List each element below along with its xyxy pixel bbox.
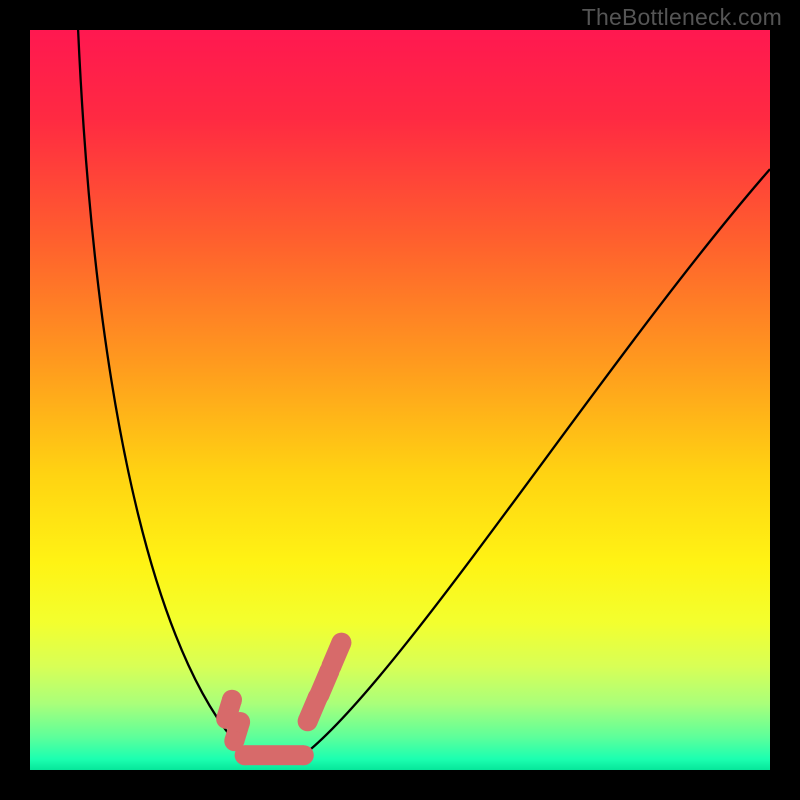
- gradient-background: [30, 30, 770, 770]
- chart-container: TheBottleneck.com: [0, 0, 800, 800]
- marker-floor-bar: [235, 745, 314, 765]
- watermark-text: TheBottleneck.com: [582, 4, 782, 31]
- bottleneck-curve-chart: [0, 0, 800, 800]
